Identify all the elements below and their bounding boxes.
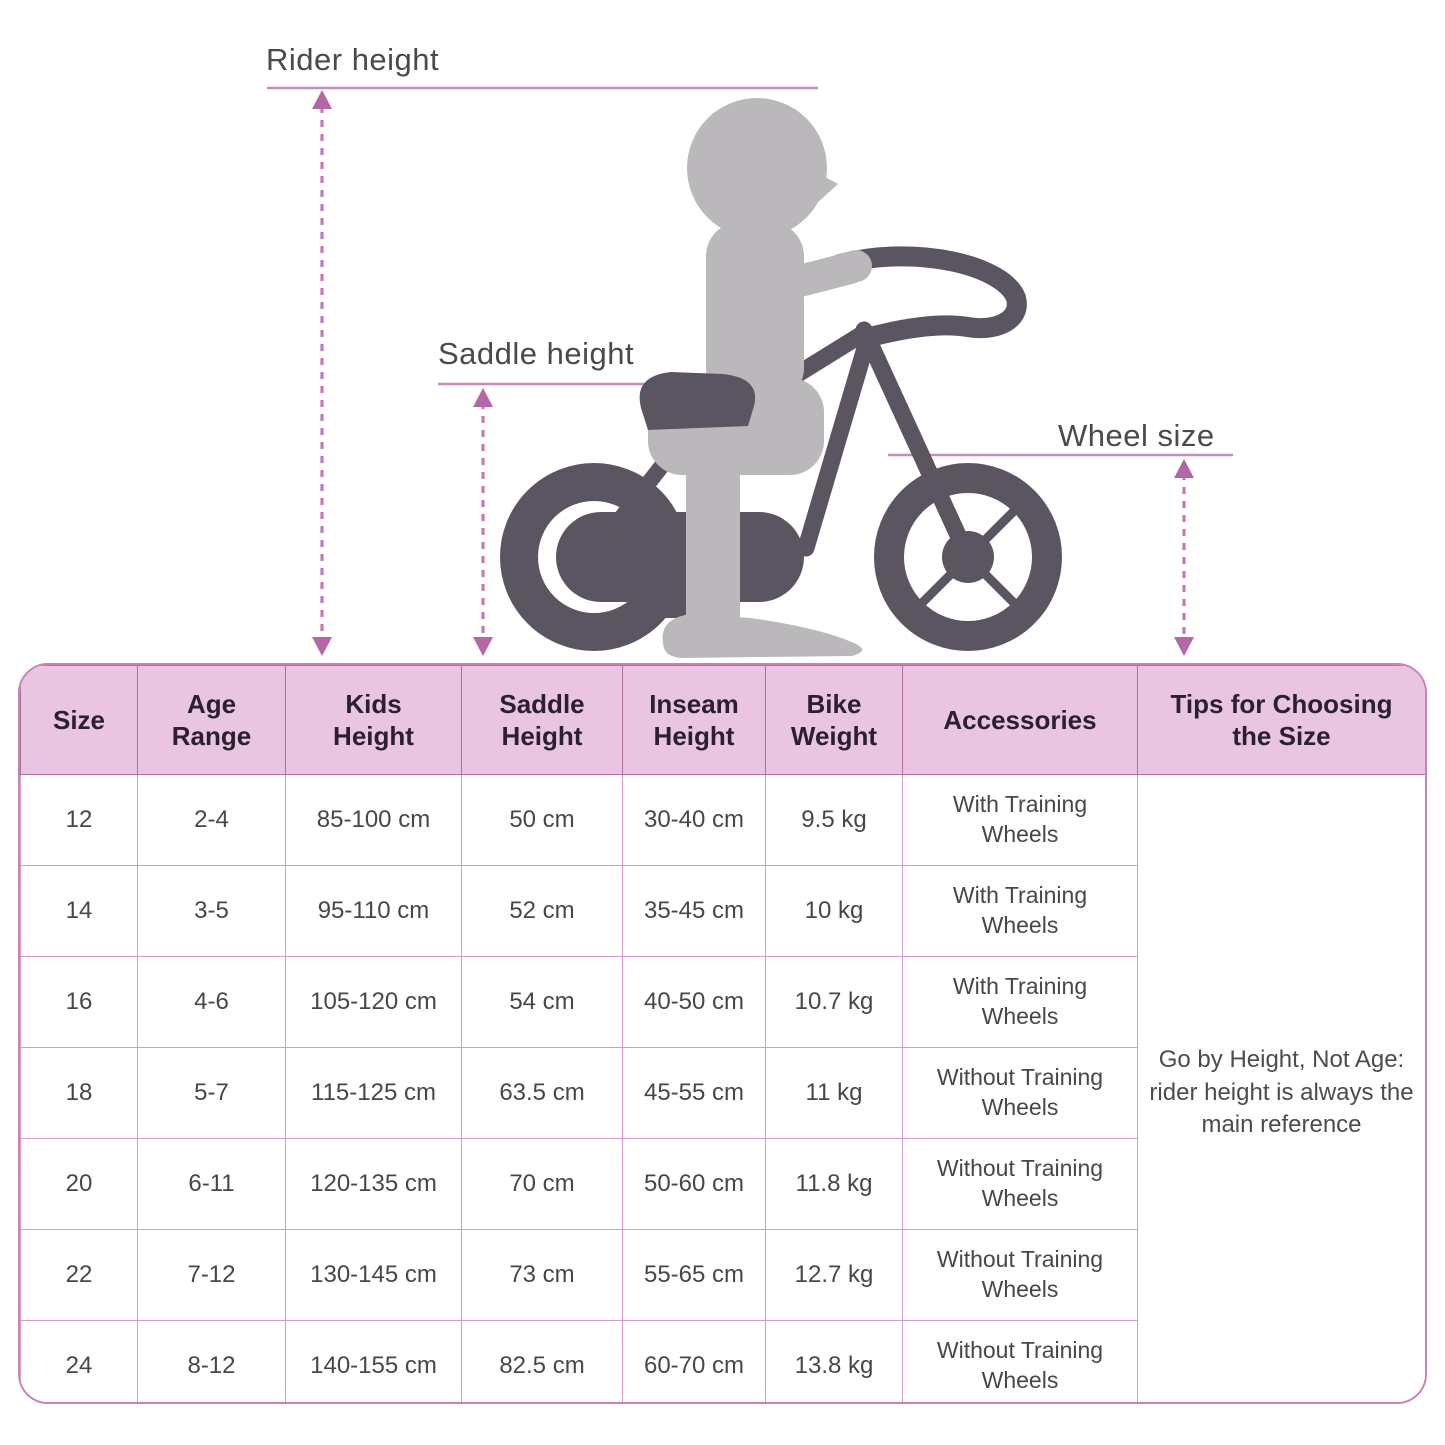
rider-height-arrow [312,90,332,656]
cell-age-range: 5-7 [137,1047,286,1139]
handlebar [830,246,1027,346]
cell-inseam-height: 45-55 cm [622,1047,766,1139]
child-torso [706,222,804,402]
cell-inseam-height: 50-60 cm [622,1138,766,1230]
cell-saddle-height: 63.5 cm [461,1047,623,1139]
cell-accessories: Without Training Wheels [902,1320,1138,1402]
cell-accessories: With Training Wheels [902,865,1138,957]
child-shoe [662,614,863,658]
cell-size: 14 [20,865,138,957]
cell-saddle-height: 70 cm [461,1138,623,1230]
col-header-age-range: Age Range [137,665,286,775]
col-header-kids-height: Kids Height [285,665,462,775]
child-arm [772,250,872,300]
cell-inseam-height: 30-40 cm [622,774,766,866]
bike-foreground [639,372,756,430]
cell-size: 12 [20,774,138,866]
saddle-height-label: Saddle height [438,336,635,371]
col-header-bike-weight: Bike Weight [765,665,903,775]
front-hub [942,531,994,583]
front-fork [855,321,977,566]
wheel-size-arrow [1174,459,1194,656]
child-hand [840,250,872,282]
chain-guard [556,512,804,602]
col-header-tips: Tips for Choosing the Size [1137,665,1425,775]
cell-inseam-height: 35-45 cm [622,865,766,957]
table-row: 22 7-12 130-145 cm 73 cm 55-65 cm 12.7 k… [20,1229,1426,1321]
table-row: 18 5-7 115-125 cm 63.5 cm 45-55 cm 11 kg… [20,1047,1426,1139]
table-body: 12 2-4 85-100 cm 50 cm 30-40 cm 9.5 kg W… [20,774,1426,1402]
child-silhouette [648,98,863,658]
wheel-size-label: Wheel size [1058,418,1215,453]
cell-bike-weight: 11.8 kg [765,1138,903,1230]
table-header: Size Age Range Kids Height Saddle Height… [20,665,1425,775]
cell-saddle-height: 82.5 cm [461,1320,623,1402]
pedal [628,592,690,618]
col-header-saddle-height: Saddle Height [461,665,623,775]
child-helmet-head [687,98,827,238]
cell-kids-height: 105-120 cm [285,956,462,1048]
cell-kids-height: 95-110 cm [285,865,462,957]
measure-arrows [312,90,1194,656]
header-row: Size Age Range Kids Height Saddle Height… [20,665,1425,775]
cell-age-range: 7-12 [137,1229,286,1321]
down-tube [797,329,877,557]
cell-tips-merged: Go by Height, Not Age: rider height is a… [1137,774,1425,1402]
cell-inseam-height: 55-65 cm [622,1229,766,1321]
cell-age-range: 8-12 [137,1320,286,1402]
cell-accessories: With Training Wheels [902,774,1138,866]
cell-saddle-height: 54 cm [461,956,623,1048]
table-row: 12 2-4 85-100 cm 50 cm 30-40 cm 9.5 kg W… [20,774,1425,1402]
size-chart-table-container: Size Age Range Kids Height Saddle Height… [18,663,1427,1404]
child-leg [686,450,740,638]
cell-size: 16 [20,956,138,1048]
col-header-accessories: Accessories [902,665,1138,775]
cell-bike-weight: 11 kg [765,1047,903,1139]
cell-bike-weight: 13.8 kg [765,1320,903,1402]
rider-height-label: Rider height [266,42,440,77]
measurement-illustration-svg [267,86,1233,658]
front-wheel [874,463,1062,651]
cell-size: 20 [20,1138,138,1230]
cell-kids-height: 130-145 cm [285,1229,462,1321]
cell-accessories: Without Training Wheels [902,1138,1138,1230]
saddle [639,372,756,430]
size-chart-table: Size Age Range Kids Height Saddle Height… [20,665,1426,1402]
cell-kids-height: 85-100 cm [285,774,462,866]
cell-inseam-height: 40-50 cm [622,956,766,1048]
cell-kids-height: 115-125 cm [285,1047,462,1139]
col-header-size: Size [20,665,138,775]
cell-saddle-height: 50 cm [461,774,623,866]
cell-size: 24 [20,1320,138,1402]
col-header-inseam-height: Inseam Height [622,665,766,775]
measurement-illustration: Rider height Saddle height Wheel size [0,0,1445,663]
cell-inseam-height: 60-70 cm [622,1320,766,1402]
saddle-height-arrow [473,388,493,656]
cell-age-range: 3-5 [137,865,286,957]
table-row: 24 8-12 140-155 cm 82.5 cm 60-70 cm 13.8… [20,1320,1426,1402]
table-row: 14 3-5 95-110 cm 52 cm 35-45 cm 10 kg Wi… [20,865,1426,957]
cell-accessories: With Training Wheels [902,956,1138,1048]
cell-size: 22 [20,1229,138,1321]
cell-kids-height: 120-135 cm [285,1138,462,1230]
cell-bike-weight: 12.7 kg [765,1229,903,1321]
cell-age-range: 4-6 [137,956,286,1048]
cell-saddle-height: 73 cm [461,1229,623,1321]
table-row: 16 4-6 105-120 cm 54 cm 40-50 cm 10.7 kg… [20,956,1426,1048]
cell-accessories: Without Training Wheels [902,1229,1138,1321]
cell-kids-height: 140-155 cm [285,1320,462,1402]
cell-age-range: 2-4 [137,774,286,866]
cell-saddle-height: 52 cm [461,865,623,957]
cell-bike-weight: 10 kg [765,865,903,957]
table-row: 20 6-11 120-135 cm 70 cm 50-60 cm 11.8 k… [20,1138,1426,1230]
child-face [812,170,838,204]
cell-size: 18 [20,1047,138,1139]
cell-age-range: 6-11 [137,1138,286,1230]
cell-accessories: Without Training Wheels [902,1047,1138,1139]
cell-bike-weight: 9.5 kg [765,774,903,866]
cell-bike-weight: 10.7 kg [765,956,903,1048]
